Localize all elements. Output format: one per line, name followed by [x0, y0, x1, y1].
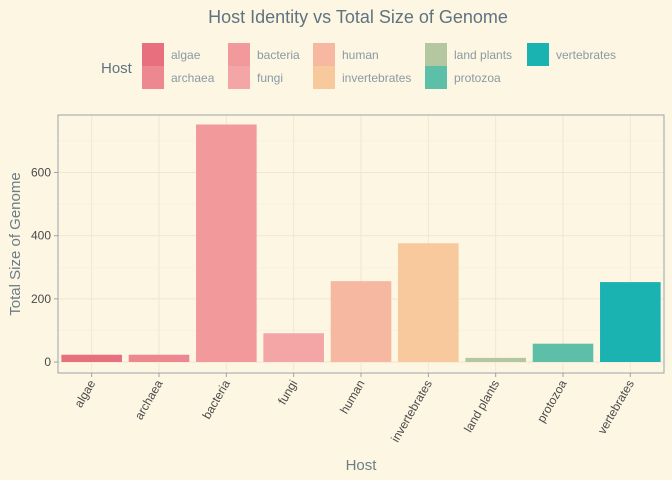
legend-key-bacteria	[228, 43, 250, 66]
y-tick-label: 400	[31, 229, 51, 243]
y-tick-label: 200	[31, 292, 51, 306]
x-tick-label: protozoa	[534, 377, 570, 425]
legend-key-invertebrates	[313, 66, 335, 89]
y-tick-label: 0	[44, 355, 51, 369]
bar-protozoa	[532, 343, 594, 362]
legend-label: protozoa	[454, 71, 501, 85]
bar-vertebrates	[600, 282, 661, 362]
legend-key-human	[313, 43, 335, 66]
legend-label: human	[342, 48, 379, 62]
legend-key-algae	[142, 43, 164, 66]
bar-invertebrates	[398, 243, 459, 362]
bar-fungi	[263, 333, 324, 362]
legend-key-archaea	[142, 66, 164, 89]
x-tick-label: land plants	[461, 378, 502, 435]
y-axis-title: Total Size of Genome	[7, 172, 24, 315]
legend-label: invertebrates	[342, 71, 411, 85]
x-axis-title: Host	[346, 457, 378, 474]
legend-label: algae	[171, 48, 201, 62]
x-axis: algae archaea bacteria fungi human invertebra…	[71, 373, 637, 445]
legend-title: Host	[101, 60, 133, 77]
x-tick-label: human	[337, 378, 367, 417]
x-tick-label: algae	[71, 377, 98, 410]
x-tick-label: archaea	[132, 377, 166, 422]
legend: Host algae archaea bacteria fungi human inver…	[101, 43, 616, 89]
legend-label: fungi	[257, 71, 283, 85]
legend-key-vertebrates	[527, 43, 549, 66]
bars	[61, 124, 661, 362]
legend-label: land plants	[454, 48, 512, 62]
x-tick-label: vertebrates	[595, 378, 637, 437]
y-tick-label: 600	[31, 166, 51, 180]
x-tick-label: fungi	[275, 378, 300, 408]
bar-bacteria	[196, 124, 257, 362]
legend-key-protozoa	[425, 66, 447, 89]
chart-title: Host Identity vs Total Size of Genome	[208, 7, 508, 27]
legend-label: vertebrates	[556, 48, 616, 62]
x-tick-label: invertebrates	[388, 378, 435, 445]
legend-label: bacteria	[257, 48, 300, 62]
bar-human	[330, 281, 392, 362]
legend-key-land-plants	[425, 43, 447, 66]
bar-land-plants	[465, 357, 526, 362]
bar-algae	[61, 354, 122, 362]
legend-label: archaea	[171, 71, 215, 85]
x-tick-label: bacteria	[199, 377, 233, 421]
y-axis: 0 200 400 600	[31, 166, 58, 369]
bar-archaea	[128, 354, 190, 362]
legend-key-fungi	[228, 66, 250, 89]
